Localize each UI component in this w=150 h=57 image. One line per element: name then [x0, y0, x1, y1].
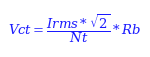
- Text: $\mathit{Vct} = \dfrac{\mathit{Irms} * \sqrt{2}}{\mathit{Nt}} * \mathit{Rb}$: $\mathit{Vct} = \dfrac{\mathit{Irms} * \…: [8, 12, 142, 45]
